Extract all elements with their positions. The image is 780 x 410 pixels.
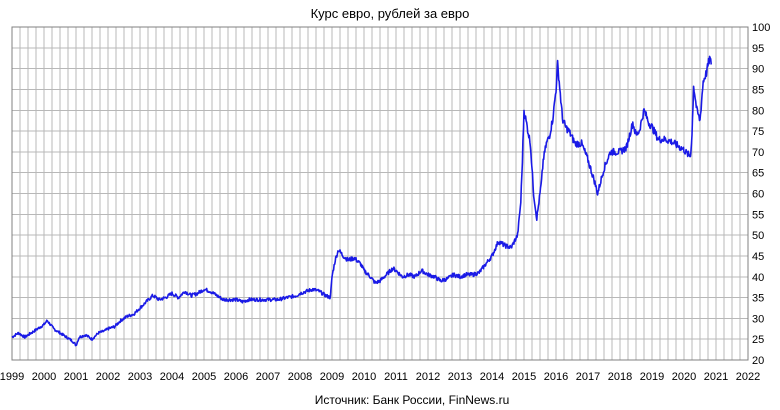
y-tick-label: 20 — [752, 355, 764, 367]
chart-title: Курс евро, рублей за евро — [311, 6, 470, 21]
x-tick-label: 2010 — [352, 371, 376, 383]
x-tick-label: 2004 — [160, 371, 184, 383]
x-tick-label: 2012 — [416, 371, 440, 383]
y-tick-label: 60 — [752, 189, 764, 201]
x-tick-label: 2021 — [704, 371, 728, 383]
series-line — [11, 55, 712, 347]
x-axis: 1999 2000 2001 2002 2003 2004 2005 2006 2007 2008… — [0, 371, 760, 383]
series-layer — [11, 55, 712, 347]
y-tick-label: 75 — [752, 126, 764, 138]
y-tick-label: 55 — [752, 209, 764, 221]
y-tick-label: 25 — [752, 334, 764, 346]
y-tick-label: 85 — [752, 84, 764, 96]
x-tick-label: 2019 — [640, 371, 664, 383]
x-tick-label: 2007 — [256, 371, 280, 383]
x-tick-label: 2002 — [96, 371, 120, 383]
x-tick-label: 2008 — [288, 371, 312, 383]
x-tick-label: 2018 — [608, 371, 632, 383]
x-tick-label: 2017 — [576, 371, 600, 383]
x-tick-label: 2003 — [128, 371, 152, 383]
y-tick-label: 50 — [752, 230, 764, 242]
x-tick-label: 2001 — [64, 371, 88, 383]
y-tick-label: 40 — [752, 272, 764, 284]
y-tick-label: 45 — [752, 251, 764, 263]
x-tick-label: 2000 — [32, 371, 56, 383]
y-tick-label: 100 — [752, 22, 770, 34]
y-tick-label: 65 — [752, 168, 764, 180]
y-tick-label: 35 — [752, 293, 764, 305]
y-axis: 20 25 30 35 40 45 50 55 60 65 70 75 80 85 90 95 100 — [752, 22, 770, 367]
y-tick-label: 90 — [752, 64, 764, 76]
y-tick-label: 80 — [752, 105, 764, 117]
x-tick-label: 2006 — [224, 371, 248, 383]
grid — [11, 26, 749, 361]
x-tick-label: 2014 — [480, 371, 504, 383]
source-note: Источник: Банк России, FinNews.ru — [315, 393, 510, 407]
y-tick-label: 70 — [752, 147, 764, 159]
y-tick-label: 95 — [752, 43, 764, 55]
x-tick-label: 2022 — [736, 371, 760, 383]
x-tick-label: 2013 — [448, 371, 472, 383]
x-tick-label: 1999 — [0, 371, 24, 383]
x-tick-label: 2005 — [192, 371, 216, 383]
x-tick-label: 2016 — [544, 371, 568, 383]
x-tick-label: 2009 — [320, 371, 344, 383]
x-tick-label: 2015 — [512, 371, 536, 383]
plot-frame — [11, 26, 749, 361]
x-tick-label: 2011 — [384, 371, 408, 383]
x-tick-label: 2020 — [672, 371, 696, 383]
y-tick-label: 30 — [752, 313, 764, 325]
